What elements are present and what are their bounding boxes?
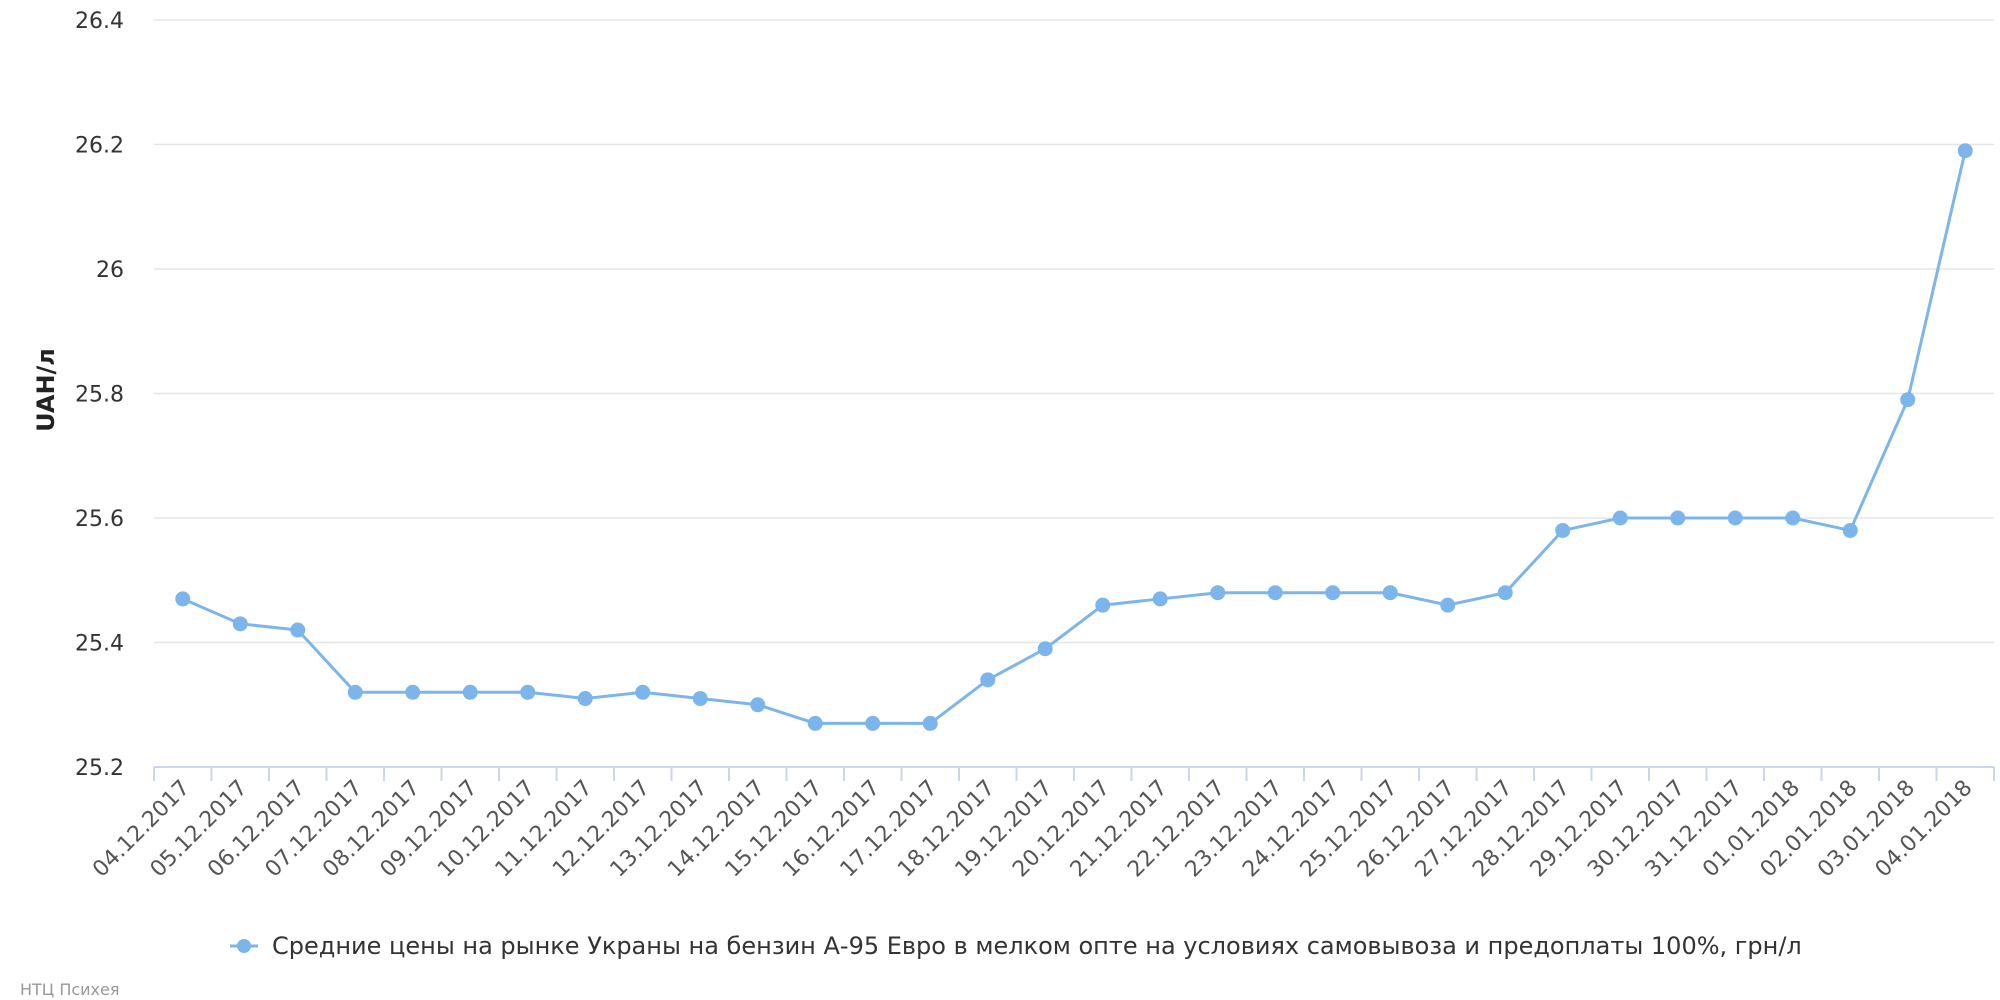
data-point[interactable] — [1095, 597, 1111, 613]
data-point[interactable] — [405, 684, 421, 700]
data-point[interactable] — [520, 684, 536, 700]
y-tick-label: 26.2 — [75, 134, 124, 159]
legend-label: Средние цены на рынке Украны на бензин А… — [272, 932, 1802, 960]
data-point[interactable] — [1842, 522, 1858, 538]
data-point[interactable] — [922, 715, 938, 731]
data-point[interactable] — [1785, 510, 1801, 526]
legend[interactable]: Средние цены на рынке Украны на бензин А… — [230, 932, 1802, 960]
y-tick-label: 26.4 — [75, 9, 124, 34]
data-point[interactable] — [1325, 585, 1341, 601]
y-tick-label: 25.6 — [75, 507, 124, 532]
data-point[interactable] — [635, 684, 651, 700]
data-point[interactable] — [1382, 585, 1398, 601]
data-point[interactable] — [807, 715, 823, 731]
x-axis-tick-labels: 04.12.201705.12.201706.12.201707.12.2017… — [88, 776, 1977, 883]
data-point[interactable] — [1555, 522, 1571, 538]
data-point[interactable] — [1497, 585, 1513, 601]
data-point[interactable] — [1267, 585, 1283, 601]
data-point[interactable] — [1037, 641, 1053, 657]
y-tick-label: 25.2 — [75, 756, 124, 781]
x-axis-ticks — [153, 767, 1995, 781]
data-point[interactable] — [1440, 597, 1456, 613]
data-point[interactable] — [290, 622, 306, 638]
data-point[interactable] — [865, 715, 881, 731]
y-tick-label: 26 — [96, 258, 124, 283]
data-point[interactable] — [1612, 510, 1628, 526]
data-point[interactable] — [1152, 591, 1168, 607]
data-point[interactable] — [1900, 392, 1916, 408]
y-tick-label: 25.4 — [75, 632, 124, 657]
y-tick-label: 25.8 — [75, 383, 124, 408]
data-point[interactable] — [1957, 143, 1973, 159]
data-point[interactable] — [980, 672, 996, 688]
chart-credit[interactable]: НТЦ Психея — [20, 980, 119, 999]
legend-marker-symbol — [237, 939, 251, 953]
data-point[interactable] — [750, 697, 766, 713]
data-point[interactable] — [347, 684, 363, 700]
y-axis-tick-labels: 25.2 25.4 25.6 25.8 26 26.2 26.4 — [75, 9, 124, 781]
data-point[interactable] — [1727, 510, 1743, 526]
series-line — [182, 150, 1967, 725]
y-axis-title: UAH/л — [32, 348, 60, 432]
data-point[interactable] — [462, 684, 478, 700]
data-point[interactable] — [577, 691, 593, 707]
data-point[interactable] — [232, 616, 248, 632]
data-point[interactable] — [175, 591, 191, 607]
data-point[interactable] — [1210, 585, 1226, 601]
data-point[interactable] — [692, 691, 708, 707]
grid-lines — [154, 19, 1994, 644]
series-markers — [175, 143, 1973, 731]
data-point[interactable] — [1670, 510, 1686, 526]
